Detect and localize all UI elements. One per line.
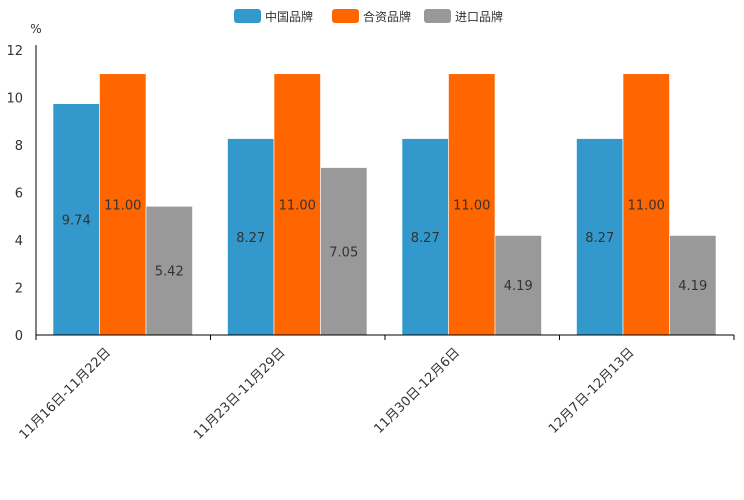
y-axis-unit-label: % (30, 22, 41, 36)
y-axis: 0 2 4 6 8 10 12 (6, 44, 37, 344)
bar-value-label: 9.74 (62, 213, 91, 228)
bar-value-label: 8.27 (411, 231, 440, 246)
y-tick-label: 2 (15, 282, 23, 297)
legend-swatch (424, 9, 451, 23)
bar-value-label: 11.00 (104, 198, 141, 213)
bar-value-label: 7.05 (329, 245, 358, 260)
legend-swatch (234, 9, 261, 23)
x-category-label: 11月16日-11月22日 (17, 345, 114, 442)
y-tick-label: 10 (6, 92, 23, 107)
bar-value-label: 11.00 (628, 198, 665, 213)
legend-label: 合资品牌 (363, 9, 411, 24)
bar-value-label: 4.19 (678, 279, 707, 294)
bar-value-label: 4.19 (504, 279, 533, 294)
legend: 中国品牌 合资品牌 进口品牌 (234, 9, 503, 24)
y-tick-label: 4 (15, 234, 23, 249)
bar-value-label: 8.27 (585, 231, 614, 246)
bar-value-label: 11.00 (279, 198, 316, 213)
x-axis: 11月16日-11月22日 11月23日-11月29日 11月30日-12月6日 12… (17, 334, 735, 443)
x-category-label: 11月23日-11月29日 (191, 345, 288, 442)
bars-group: 9.74 11.00 5.42 8.27 11.00 7.05 8.27 11.00 4.19 8… (52, 73, 717, 336)
x-category-label: 12月7日-12月13日 (546, 345, 638, 437)
legend-label: 进口品牌 (455, 10, 503, 24)
bar (576, 138, 624, 336)
y-tick-label: 0 (15, 329, 23, 344)
legend-label: 中国品牌 (265, 9, 313, 24)
y-tick-label: 12 (6, 44, 23, 59)
bar (622, 73, 670, 336)
bar-value-label: 8.27 (236, 231, 265, 246)
bar (320, 167, 368, 336)
bar (99, 73, 147, 336)
bar-value-label: 5.42 (155, 265, 184, 280)
y-tick-label: 8 (15, 139, 23, 154)
y-tick-label: 6 (15, 187, 23, 202)
bar (448, 73, 496, 336)
bar (494, 235, 542, 336)
bar-value-label: 11.00 (453, 198, 490, 213)
x-category-label: 11月30日-12月6日 (371, 345, 463, 437)
bar (669, 235, 717, 336)
legend-swatch (332, 9, 359, 23)
